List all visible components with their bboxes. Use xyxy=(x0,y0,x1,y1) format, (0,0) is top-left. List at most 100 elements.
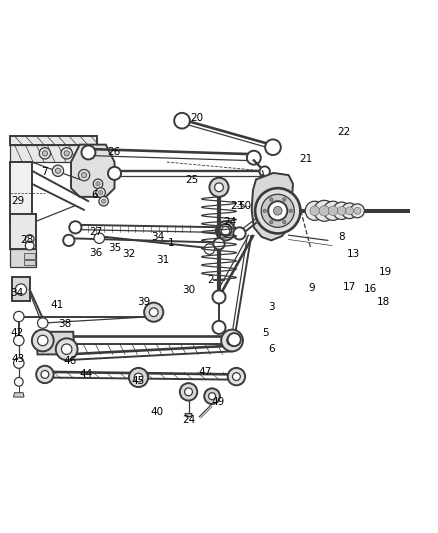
Circle shape xyxy=(78,169,90,181)
Text: 5: 5 xyxy=(262,328,269,337)
Circle shape xyxy=(185,388,192,396)
Text: 6: 6 xyxy=(92,190,98,200)
Text: 21: 21 xyxy=(300,154,313,164)
Circle shape xyxy=(204,244,215,254)
Text: 41: 41 xyxy=(50,300,64,310)
Text: 3: 3 xyxy=(268,302,275,312)
Circle shape xyxy=(221,329,243,351)
Text: 1: 1 xyxy=(168,238,174,247)
Circle shape xyxy=(129,368,148,387)
Circle shape xyxy=(314,200,335,221)
Circle shape xyxy=(255,188,300,233)
Circle shape xyxy=(208,393,215,400)
Circle shape xyxy=(25,241,34,250)
Text: 49: 49 xyxy=(212,397,225,407)
Text: 34: 34 xyxy=(10,288,23,297)
Text: 27: 27 xyxy=(90,227,103,237)
Circle shape xyxy=(14,377,23,386)
Text: 40: 40 xyxy=(151,407,164,417)
Circle shape xyxy=(346,207,353,215)
Text: 39: 39 xyxy=(138,297,151,307)
Circle shape xyxy=(289,209,293,213)
Circle shape xyxy=(14,335,24,346)
Circle shape xyxy=(81,173,87,177)
Text: 35: 35 xyxy=(108,243,121,253)
Circle shape xyxy=(36,366,53,383)
Circle shape xyxy=(283,220,286,224)
Circle shape xyxy=(219,224,232,236)
Text: 32: 32 xyxy=(122,249,135,260)
Text: 45: 45 xyxy=(132,376,145,385)
Polygon shape xyxy=(25,260,35,265)
Circle shape xyxy=(267,198,274,205)
Circle shape xyxy=(25,235,34,244)
Text: 22: 22 xyxy=(338,127,351,138)
Text: 29: 29 xyxy=(11,196,25,206)
Circle shape xyxy=(204,389,220,404)
Circle shape xyxy=(32,329,53,351)
Circle shape xyxy=(221,227,230,235)
Circle shape xyxy=(323,201,343,220)
Circle shape xyxy=(63,235,74,246)
Polygon shape xyxy=(71,144,115,197)
Text: 50: 50 xyxy=(239,201,252,212)
Circle shape xyxy=(41,370,49,378)
Circle shape xyxy=(213,238,225,249)
Circle shape xyxy=(134,373,143,382)
Circle shape xyxy=(14,358,24,368)
Circle shape xyxy=(38,335,48,346)
Circle shape xyxy=(350,204,364,218)
Polygon shape xyxy=(36,332,74,354)
Text: 30: 30 xyxy=(182,286,195,295)
Circle shape xyxy=(86,151,91,156)
Text: 19: 19 xyxy=(378,266,392,277)
Circle shape xyxy=(328,206,338,215)
Circle shape xyxy=(269,198,273,201)
Circle shape xyxy=(247,151,261,165)
Circle shape xyxy=(342,203,357,219)
Text: 6: 6 xyxy=(268,344,275,354)
Polygon shape xyxy=(10,214,36,249)
Circle shape xyxy=(174,113,190,128)
Text: 24: 24 xyxy=(223,217,236,227)
Text: 43: 43 xyxy=(11,354,25,364)
Circle shape xyxy=(354,207,361,214)
Text: 38: 38 xyxy=(58,319,71,329)
Circle shape xyxy=(310,206,320,215)
Circle shape xyxy=(149,308,158,317)
Circle shape xyxy=(209,177,229,197)
Circle shape xyxy=(144,303,163,322)
Circle shape xyxy=(269,220,273,224)
Circle shape xyxy=(93,179,103,189)
Circle shape xyxy=(233,373,240,381)
Text: 24: 24 xyxy=(182,415,195,425)
Polygon shape xyxy=(10,249,36,266)
Circle shape xyxy=(39,148,50,159)
Text: 23: 23 xyxy=(230,201,243,212)
Circle shape xyxy=(108,167,121,180)
Text: 25: 25 xyxy=(185,175,199,185)
Text: 13: 13 xyxy=(347,249,360,260)
Circle shape xyxy=(180,383,197,400)
Circle shape xyxy=(99,190,103,195)
Text: 46: 46 xyxy=(64,357,77,366)
Circle shape xyxy=(333,202,350,220)
Circle shape xyxy=(228,333,241,346)
Circle shape xyxy=(216,221,235,240)
Circle shape xyxy=(42,151,47,156)
Circle shape xyxy=(64,151,69,156)
Circle shape xyxy=(61,344,72,354)
Circle shape xyxy=(261,194,294,228)
Circle shape xyxy=(268,201,287,220)
Circle shape xyxy=(96,182,100,186)
Text: 28: 28 xyxy=(20,236,33,245)
Text: 2: 2 xyxy=(207,276,214,286)
Circle shape xyxy=(83,148,94,159)
Polygon shape xyxy=(25,254,35,259)
Text: 42: 42 xyxy=(10,328,23,337)
Polygon shape xyxy=(14,393,24,397)
Circle shape xyxy=(337,206,346,215)
Polygon shape xyxy=(252,173,293,240)
Circle shape xyxy=(228,368,245,385)
Circle shape xyxy=(227,335,237,346)
